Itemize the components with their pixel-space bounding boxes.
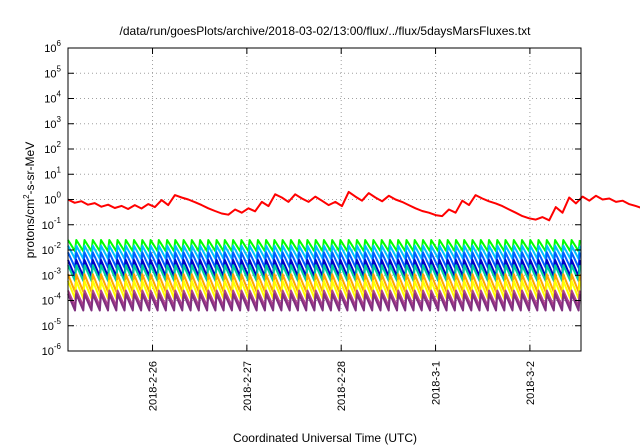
x-tick-label: 2018-2-27 <box>242 361 254 411</box>
y-tick-label: 106 <box>44 39 61 55</box>
y-tick-label: 10-4 <box>42 292 62 308</box>
y-tick-label: 103 <box>44 115 61 131</box>
y-tick-label: 10-5 <box>42 317 62 333</box>
y-tick-label: 101 <box>44 165 61 181</box>
y-tick-label: 10-6 <box>42 342 62 358</box>
series-group <box>67 190 640 312</box>
y-axis-label-main: protons/cm <box>23 199 37 258</box>
y-axis-label-sup: 2 <box>22 194 31 199</box>
y-tick-labels: 10-6 10-5 10-4 10-3 10-2 10-1 100 101 102 103 104 1… <box>42 39 62 358</box>
series-line-10 <box>67 293 581 312</box>
x-tick-label: 2018-3-2 <box>525 361 537 405</box>
y-tick-label: 105 <box>44 64 61 80</box>
chart-title: /data/run/goesPlots/archive/2018-03-02/1… <box>120 24 532 38</box>
y-tick-label: 10-2 <box>42 241 62 257</box>
y-tick-label: 10-1 <box>42 216 62 232</box>
y-tick-label: 10-3 <box>42 266 62 282</box>
x-tick-labels: 2018-2-26 2018-2-27 2018-2-28 2018-3-1 2018-… <box>148 361 537 411</box>
y-axis-label: protons/cm2-s-sr-MeV <box>22 142 37 258</box>
y-axis-label-rest: -s-sr-MeV <box>23 142 37 195</box>
y-tick-label: 102 <box>44 140 61 156</box>
x-tick-label: 2018-2-26 <box>148 361 160 411</box>
x-tick-label: 2018-2-28 <box>336 361 348 411</box>
x-tick-label: 2018-3-1 <box>431 361 443 405</box>
series-line-1 <box>67 190 640 222</box>
x-axis-label: Coordinated Universal Time (UTC) <box>233 431 417 445</box>
y-tick-label: 104 <box>44 90 61 106</box>
ticks <box>68 47 581 352</box>
y-tick-label: 100 <box>44 191 61 207</box>
